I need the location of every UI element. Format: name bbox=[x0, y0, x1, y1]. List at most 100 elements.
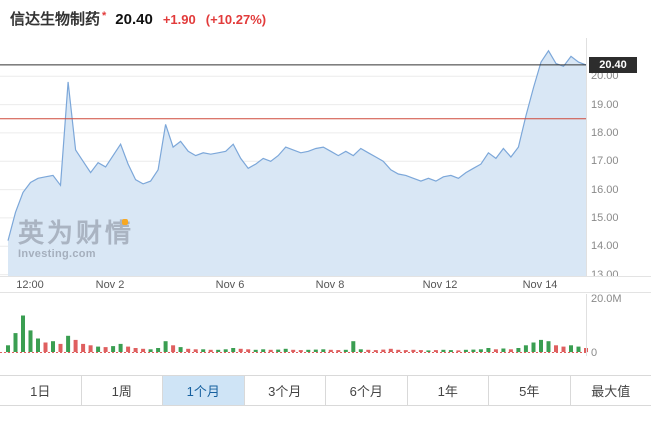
volume-bar bbox=[329, 350, 333, 352]
volume-bar bbox=[441, 350, 445, 352]
volume-bar bbox=[554, 345, 558, 352]
volume-bar bbox=[299, 350, 303, 352]
header: 信达生物制药 * 20.40 +1.90 (+10.27%) bbox=[10, 8, 266, 29]
range-button-max[interactable]: 最大值 bbox=[571, 376, 651, 405]
volume-bar bbox=[381, 350, 385, 352]
volume-bar bbox=[344, 350, 348, 352]
watermark-logo-en: Investing.com bbox=[18, 248, 134, 260]
volume-bar bbox=[336, 350, 340, 352]
volume-bar bbox=[509, 349, 513, 352]
volume-bar bbox=[29, 330, 33, 352]
watermark-logo-cn: 英为财情 bbox=[18, 218, 134, 248]
volume-bar bbox=[479, 349, 483, 352]
volume-bar bbox=[524, 345, 528, 352]
volume-bar bbox=[6, 345, 10, 352]
volume-bar bbox=[201, 349, 205, 352]
volume-bar bbox=[411, 350, 415, 352]
volume-bar bbox=[359, 349, 363, 352]
last-price: 20.40 bbox=[115, 11, 153, 28]
volume-bar bbox=[14, 333, 18, 352]
volume-bar bbox=[81, 344, 85, 352]
range-button-6m[interactable]: 6个月 bbox=[326, 376, 408, 405]
volume-bar bbox=[562, 347, 566, 352]
range-button-1y[interactable]: 1年 bbox=[408, 376, 490, 405]
volume-bar bbox=[314, 350, 318, 352]
volume-bar bbox=[419, 350, 423, 352]
investing-watermark: 英为财情 Investing.com bbox=[18, 218, 134, 260]
volume-bar bbox=[59, 344, 63, 352]
volume-bar bbox=[104, 347, 108, 352]
x-axis-label: Nov 6 bbox=[216, 279, 245, 291]
x-axis-label: Nov 12 bbox=[423, 279, 458, 291]
volume-bar bbox=[404, 350, 408, 352]
volume-bar bbox=[284, 349, 288, 352]
volume-bar bbox=[396, 350, 400, 352]
volume-bar bbox=[164, 341, 168, 352]
volume-bar bbox=[494, 349, 498, 352]
volume-bar bbox=[66, 336, 70, 352]
price-change-percent: (+10.27%) bbox=[206, 12, 266, 27]
volume-bar bbox=[261, 349, 265, 352]
volume-bar bbox=[464, 350, 468, 352]
volume-bar bbox=[89, 345, 93, 352]
price-pane: 20.0019.0018.0017.0016.0015.0014.0013.00… bbox=[0, 38, 651, 276]
volume-bar bbox=[156, 348, 160, 352]
volume-bar bbox=[577, 347, 581, 352]
volume-bar bbox=[366, 350, 370, 352]
volume-bar bbox=[547, 341, 551, 352]
volume-bar bbox=[36, 339, 40, 353]
range-button-1m[interactable]: 1个月 bbox=[163, 376, 245, 405]
range-button-1d[interactable]: 1日 bbox=[0, 376, 82, 405]
volume-bar bbox=[179, 347, 183, 352]
volume-bar bbox=[374, 350, 378, 352]
volume-bar bbox=[306, 350, 310, 352]
range-button-3m[interactable]: 3个月 bbox=[245, 376, 327, 405]
volume-bar bbox=[486, 348, 490, 352]
volume-bar bbox=[426, 350, 430, 352]
volume-bar bbox=[224, 349, 228, 352]
volume-bar bbox=[231, 348, 235, 352]
volume-bar bbox=[254, 350, 258, 352]
stock-name: 信达生物制药 bbox=[10, 8, 100, 29]
volume-bar bbox=[216, 350, 220, 352]
volume-bar bbox=[96, 347, 100, 352]
realtime-marker-icon: * bbox=[102, 10, 106, 22]
volume-bar bbox=[119, 344, 123, 352]
volume-bar bbox=[194, 349, 198, 352]
x-axis-label: Nov 8 bbox=[316, 279, 345, 291]
volume-bar bbox=[539, 340, 543, 352]
volume-bar bbox=[126, 347, 130, 352]
range-button-1w[interactable]: 1周 bbox=[82, 376, 164, 405]
volume-bar bbox=[449, 350, 453, 352]
volume-bar bbox=[351, 341, 355, 352]
volume-bar bbox=[186, 349, 190, 352]
x-axis-label: Nov 14 bbox=[523, 279, 558, 291]
volume-bar bbox=[276, 350, 280, 352]
time-range-selector: 1日1周1个月3个月6个月1年5年最大值 bbox=[0, 375, 651, 406]
volume-pane: 20.0M 0 bbox=[0, 294, 651, 356]
price-change: +1.90 bbox=[163, 12, 196, 27]
volume-axis-label: 20.0M bbox=[591, 293, 622, 305]
time-axis: 12:00 Nov 2 Nov 6 Nov 8 Nov 12 Nov 14 bbox=[0, 276, 651, 293]
volume-bar bbox=[246, 349, 250, 352]
volume-axis-label: 0 bbox=[591, 347, 597, 359]
volume-bar bbox=[51, 341, 55, 352]
watermark-dot-icon bbox=[122, 219, 128, 225]
volume-bar bbox=[171, 345, 175, 352]
volume-bar bbox=[532, 343, 536, 353]
volume-bar bbox=[111, 346, 115, 352]
x-axis-label: 12:00 bbox=[16, 279, 44, 291]
volume-bar bbox=[134, 348, 138, 352]
volume-chart[interactable] bbox=[0, 294, 651, 356]
current-price-tag: 20.40 bbox=[589, 57, 637, 73]
volume-bar bbox=[569, 345, 573, 352]
volume-bar bbox=[321, 349, 325, 352]
volume-bar bbox=[74, 340, 78, 352]
volume-bar bbox=[471, 350, 475, 352]
volume-bar bbox=[516, 348, 520, 352]
volume-bar bbox=[44, 343, 48, 353]
x-axis-label: Nov 2 bbox=[96, 279, 125, 291]
range-button-5y[interactable]: 5年 bbox=[489, 376, 571, 405]
volume-bar bbox=[209, 350, 213, 352]
volume-bar bbox=[269, 350, 273, 352]
